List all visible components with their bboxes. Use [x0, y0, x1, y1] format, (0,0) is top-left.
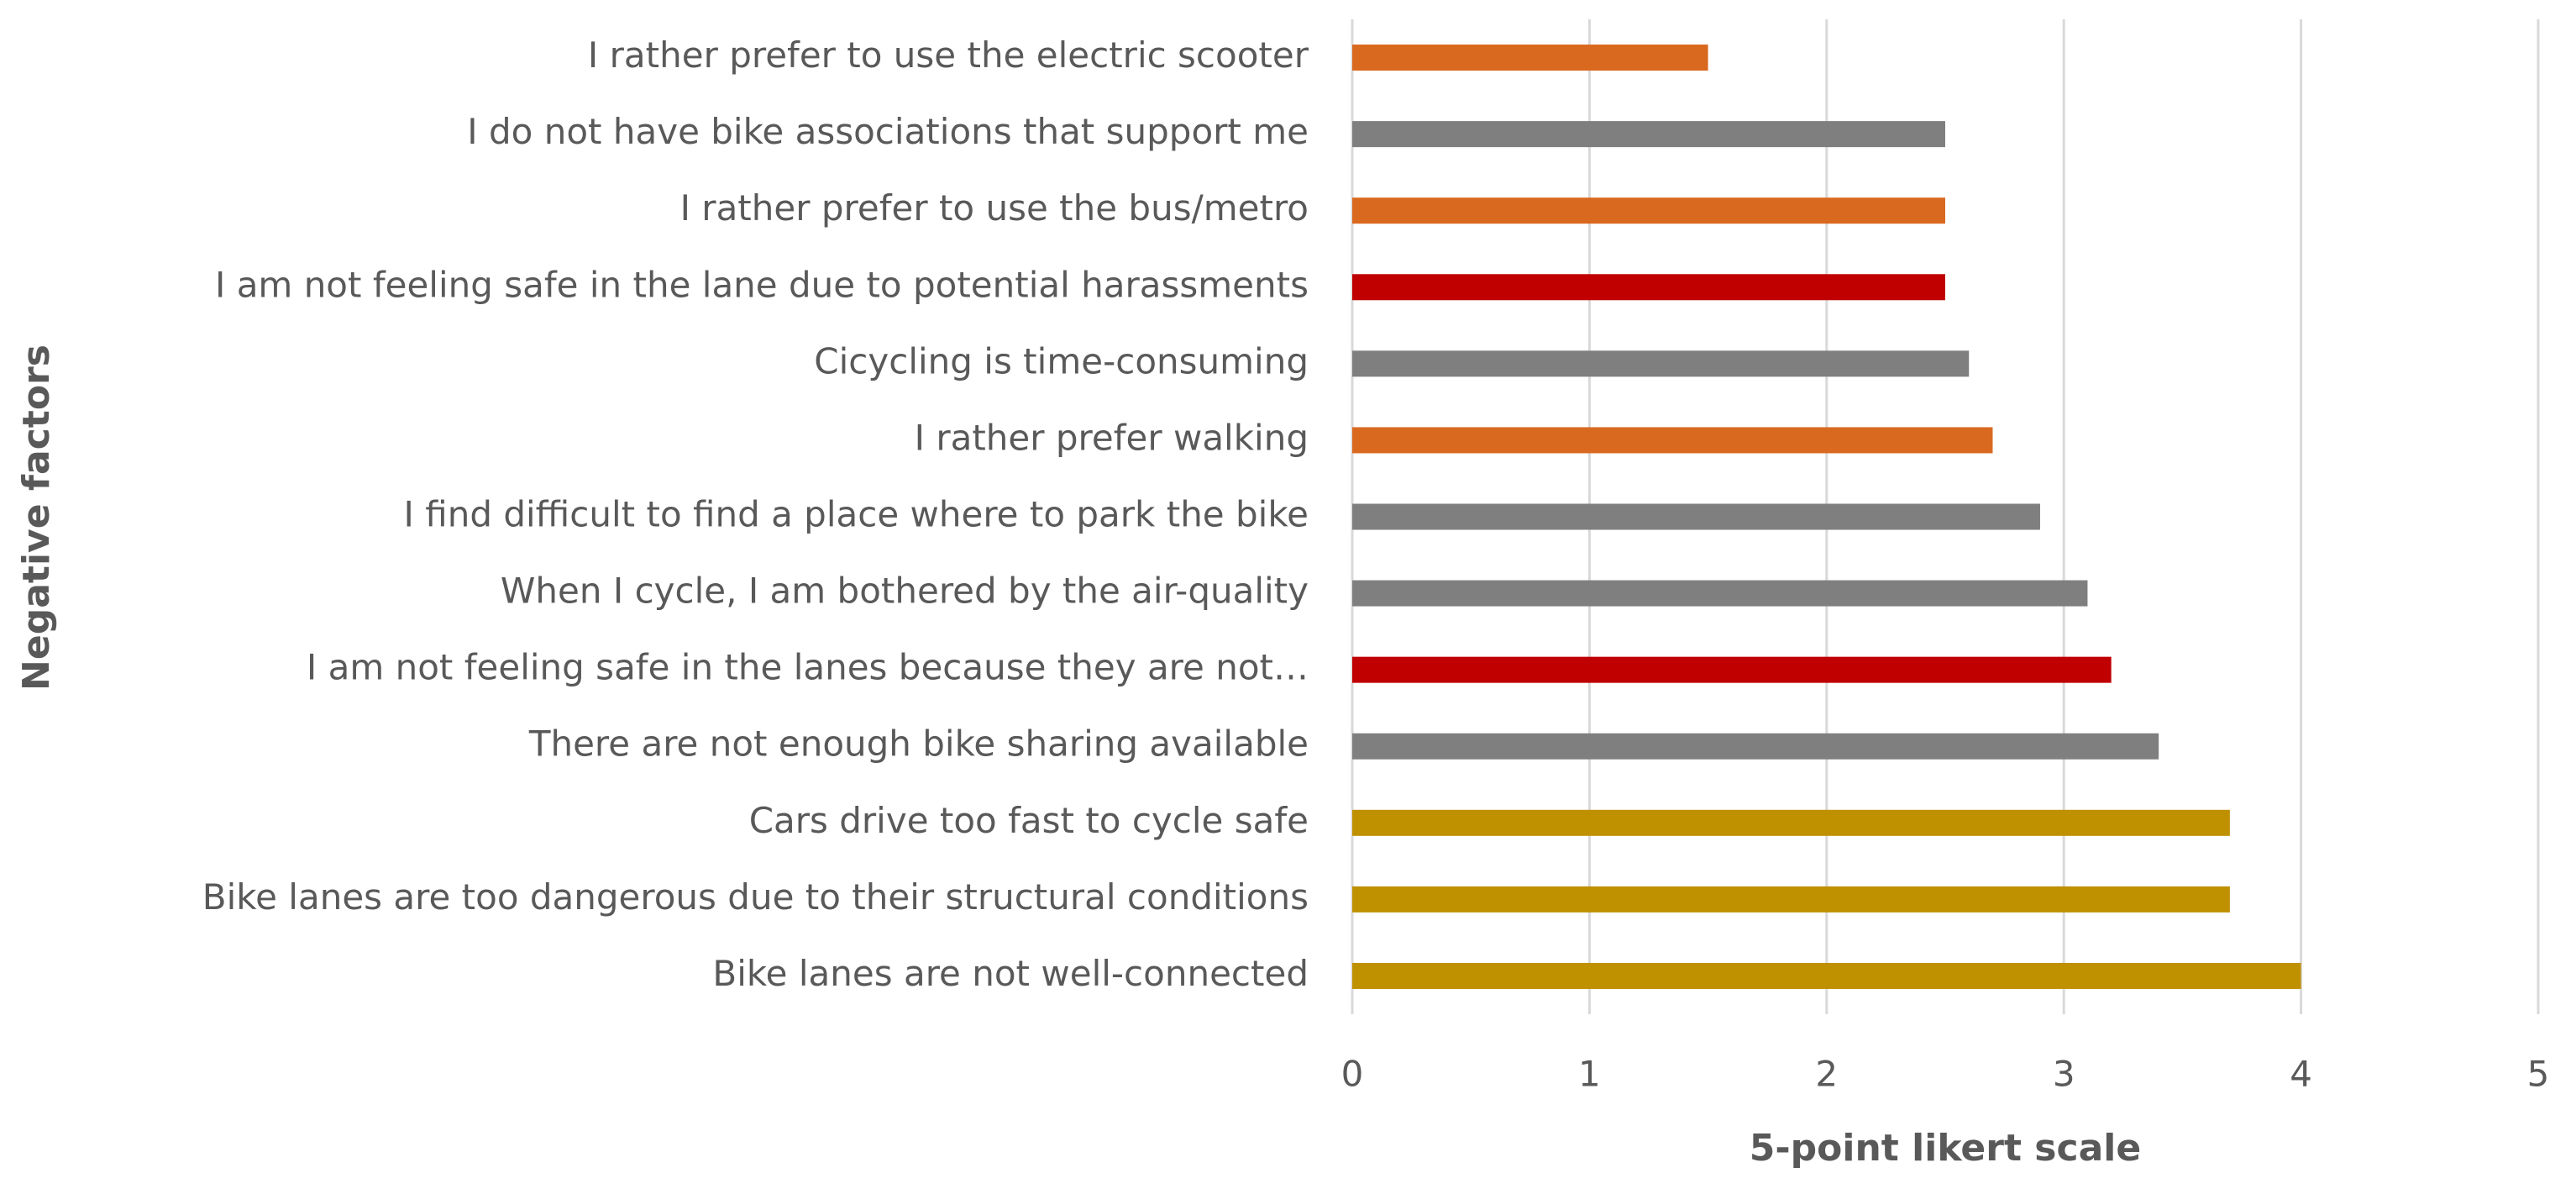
bar [1352, 962, 2301, 989]
bar [1352, 733, 2159, 760]
y-tick-label: Cicycling is time-consuming [814, 340, 1309, 381]
y-tick-label: Bike lanes are not well-connected [712, 953, 1309, 994]
y-tick-label: When I cycle, I am bothered by the air-q… [501, 571, 1309, 612]
bar [1352, 274, 1945, 301]
bar [1352, 580, 2088, 607]
x-axis-title: 5-point likert scale [1750, 1127, 2141, 1170]
x-tick-label: 1 [1578, 1054, 1601, 1095]
y-tick-label: I find difficult to find a place where t… [404, 494, 1309, 535]
y-axis-title: Negative factors [15, 345, 58, 691]
y-tick-label: I am not feeling safe in the lanes becau… [307, 647, 1309, 688]
bar [1352, 809, 2230, 836]
bar [1352, 886, 2230, 913]
bar [1352, 197, 1945, 224]
y-tick-label: I am not feeling safe in the lane due to… [215, 264, 1309, 305]
x-tick-label: 4 [2290, 1054, 2312, 1095]
y-tick-label: There are not enough bike sharing availa… [528, 723, 1309, 765]
x-tick-label: 5 [2527, 1054, 2550, 1095]
bar [1352, 427, 1993, 454]
bar [1352, 503, 2040, 530]
y-tick-label: I rather prefer walking [915, 417, 1309, 458]
x-tick-label: 0 [1341, 1054, 1364, 1095]
bar [1352, 656, 2112, 683]
y-tick-label: I rather prefer to use the bus/metro [680, 187, 1309, 229]
y-tick-label: I do not have bike associations that sup… [467, 111, 1309, 152]
bar [1352, 45, 1708, 71]
x-tick-label: 2 [1815, 1054, 1838, 1095]
bar [1352, 350, 1970, 377]
y-tick-label: Bike lanes are too dangerous due to thei… [202, 876, 1309, 918]
x-tick-label: 3 [2053, 1054, 2075, 1095]
bar [1352, 121, 1945, 148]
y-tick-label: I rather prefer to use the electric scoo… [588, 34, 1309, 76]
y-tick-label: Cars drive too fast to cycle safe [749, 800, 1309, 841]
